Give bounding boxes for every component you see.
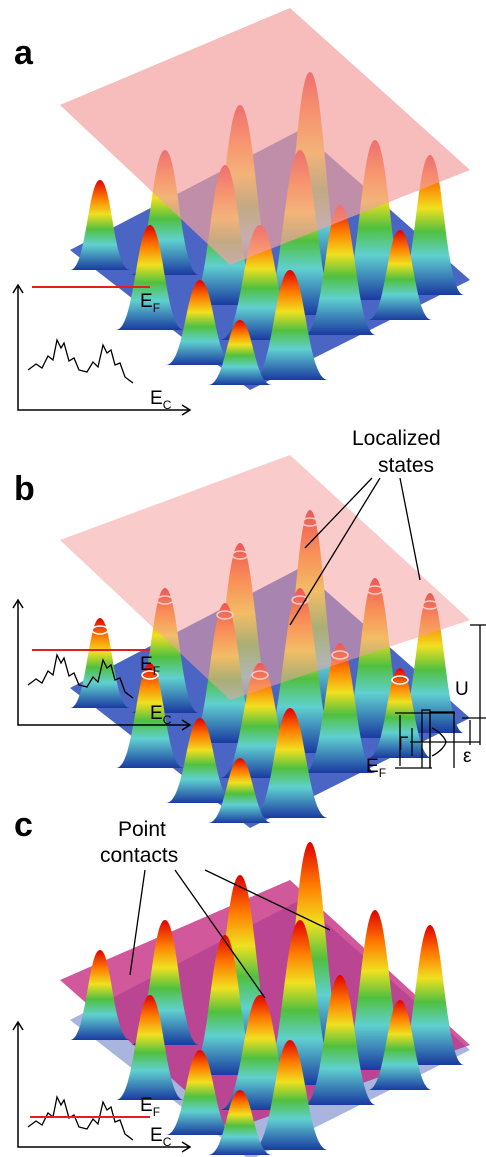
band-main: E (150, 388, 163, 409)
fermi-main: E (140, 654, 153, 675)
panel-label: a (14, 34, 34, 72)
annotation: states (378, 454, 434, 477)
energy-label: U (455, 679, 469, 700)
band-label: EC (150, 1125, 172, 1149)
fermi-main: E (140, 1095, 153, 1116)
potential-trace (28, 340, 133, 383)
band-sub: C (163, 398, 172, 412)
panel-label: b (14, 470, 35, 508)
annotation: Localized (352, 427, 441, 450)
band-main: E (150, 703, 163, 724)
figure: EFECEFECEFEC a b c Localized states Poin… (0, 0, 486, 1157)
fermi-sub: F (153, 301, 160, 315)
band-sub: C (163, 1135, 172, 1149)
potential-trace (28, 1097, 133, 1140)
panel-label: c (14, 806, 33, 844)
band-sub: C (163, 713, 172, 727)
annotation: contacts (100, 844, 178, 867)
energy-label: Γ (398, 734, 408, 755)
band-main: E (150, 1125, 163, 1146)
annotation: Point (118, 818, 166, 841)
energy-label: ε (463, 746, 472, 767)
fermi-sub: F (153, 1105, 160, 1119)
fermi-sub: F (153, 664, 160, 678)
fermi-main: E (140, 291, 153, 312)
band-label: EC (150, 388, 172, 412)
